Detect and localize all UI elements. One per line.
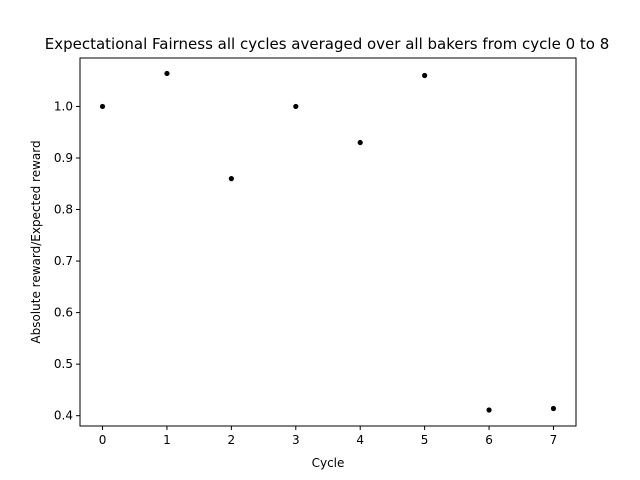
data-point: [99, 103, 106, 110]
data-point: [486, 407, 492, 413]
x-tick-label: 1: [163, 433, 171, 447]
y-axis-label: Absolute reward/Expected reward: [29, 140, 43, 343]
x-tick-label: 6: [485, 433, 493, 447]
x-tick-label: 2: [228, 433, 236, 447]
data-point: [550, 405, 557, 412]
y-tick-label: 1.0: [54, 99, 73, 113]
data-point: [422, 72, 428, 79]
x-tick-label: 5: [421, 433, 429, 447]
y-axis: 0.4 0.5 0.6 0.7 0.8 0.9 1.0: [54, 99, 80, 423]
y-tick-label: 0.6: [54, 306, 73, 320]
chart-title: Expectational Fairness all cycles averag…: [45, 35, 610, 53]
x-tick-label: 7: [550, 433, 558, 447]
y-tick-label: 0.8: [54, 203, 73, 217]
data-point: [293, 103, 299, 110]
axes-frame: [79, 57, 577, 427]
y-tick-label: 0.9: [54, 151, 73, 165]
data-points: [99, 70, 557, 413]
y-tick-label: 0.7: [54, 254, 73, 268]
y-tick-label: 0.4: [54, 409, 73, 423]
x-axis: 0 1 2 3 4 5 6 7: [99, 426, 558, 447]
x-axis-label: Cycle: [312, 456, 345, 470]
y-tick-label: 0.5: [54, 357, 73, 371]
x-tick-label: 0: [99, 433, 107, 447]
x-tick-label: 4: [356, 433, 364, 447]
data-point: [164, 70, 170, 77]
data-point: [228, 176, 234, 182]
plot-area: [79, 57, 577, 427]
data-point: [357, 139, 363, 146]
x-tick-label: 3: [292, 433, 300, 447]
